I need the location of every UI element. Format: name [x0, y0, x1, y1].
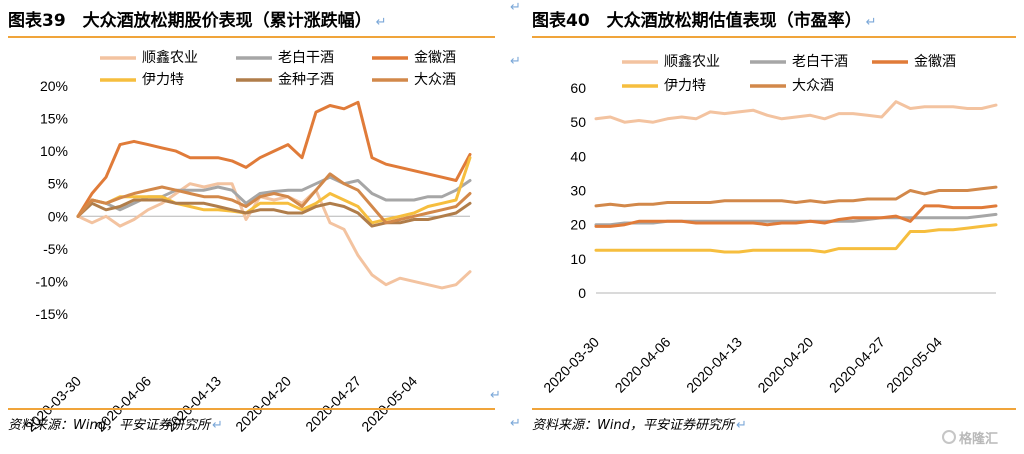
watermark-text: 格隆汇	[959, 431, 999, 447]
y-tick-label: 20%	[40, 78, 68, 94]
legend-label: 金徽酒	[914, 53, 956, 69]
x-tick-label: 2020-04-13	[683, 334, 745, 396]
series-line	[594, 223, 998, 254]
y-tick-label: 10	[570, 251, 586, 267]
legend-label: 顺鑫农业	[664, 53, 720, 69]
figure-source: 资料来源：Wind，平安证券研究所 ↵	[532, 408, 1016, 433]
figure-title: 图表39 大众酒放松期股价表现（累计涨跌幅）	[8, 11, 372, 31]
figure-header: 图表40 大众酒放松期估值表现（市盈率） ↵	[532, 8, 1016, 38]
series-line	[76, 156, 472, 225]
legend-label: 金徽酒	[414, 49, 456, 65]
y-tick-label: 50	[570, 114, 586, 130]
stock-performance-panel: 图表39 大众酒放松期股价表现（累计涨跌幅） ↵ -15% -10% -5% 0% 5% 1…	[0, 0, 503, 454]
source-text: 资料来源：Wind，平安证券研究所	[532, 418, 734, 433]
y-tick-label: 40	[570, 148, 586, 164]
return-mark-icon: ↵	[490, 388, 501, 403]
series-line	[594, 204, 998, 228]
x-tick-label: 2020-03-30	[540, 334, 602, 396]
x-tick-label: 2020-04-27	[826, 334, 888, 396]
return-mark-icon: ↵	[211, 418, 223, 433]
legend-label: 金种子酒	[278, 71, 334, 87]
return-mark-icon: ↵	[865, 15, 877, 30]
figure-title: 图表40 大众酒放松期估值表现（市盈率）	[532, 11, 862, 31]
y-tick-label: 60	[570, 80, 586, 96]
legend-label: 老白干酒	[278, 49, 334, 65]
series-line	[594, 185, 998, 208]
y-tick-label: 20	[570, 217, 586, 233]
y-tick-label: 0%	[48, 208, 68, 224]
watermark: 格隆汇	[942, 426, 1018, 448]
return-mark-icon: ↵	[375, 15, 387, 30]
figure-source: 资料来源：Wind，平安证券研究所 ↵	[8, 408, 495, 433]
y-tick-label: 10%	[40, 143, 68, 159]
figure-header: 图表39 大众酒放松期股价表现（累计涨跌幅） ↵	[8, 8, 495, 38]
x-tick-label: 2020-04-06	[612, 334, 674, 396]
return-mark-icon: ↵	[510, 0, 521, 15]
legend-label: 大众酒	[414, 71, 456, 87]
legend-label: 伊力特	[664, 77, 706, 93]
y-tick-label: 30	[570, 183, 586, 199]
return-mark-icon: ↵	[510, 54, 521, 69]
legend-label: 大众酒	[792, 77, 834, 93]
y-tick-label: 0	[578, 285, 586, 301]
return-mark-icon: ↵	[510, 416, 521, 431]
return-mark-icon: ↵	[735, 418, 747, 433]
legend-label: 顺鑫农业	[142, 49, 198, 65]
legend-label: 老白干酒	[792, 53, 848, 69]
series-line	[76, 198, 472, 228]
y-tick-label: 15%	[40, 111, 68, 127]
y-tick-label: -5%	[43, 241, 68, 257]
legend-label: 伊力特	[142, 71, 184, 87]
y-tick-label: 5%	[48, 176, 68, 192]
series-line	[76, 100, 472, 218]
valuation-panel: 图表40 大众酒放松期估值表现（市盈率） ↵ 0 10 20 30 40 50 60 2020-…	[524, 0, 1024, 454]
series-line	[594, 100, 998, 124]
y-tick-label: -15%	[35, 306, 68, 322]
stock-performance-chart: -15%-10%-5%0%5%10%15%20%2020-03-30 2020-0…	[22, 49, 472, 435]
x-tick-label: 2020-05-04	[883, 334, 945, 396]
y-tick-label: -10%	[35, 273, 68, 289]
source-text: 资料来源：Wind，平安证券研究所	[8, 418, 210, 433]
series-line	[76, 172, 472, 225]
x-tick-label: 2020-04-20	[754, 334, 816, 396]
watermark-logo-icon	[942, 430, 956, 444]
series-line	[76, 182, 472, 290]
